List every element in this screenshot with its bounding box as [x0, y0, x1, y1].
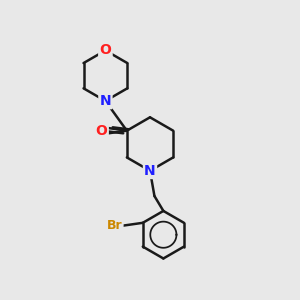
Text: N: N — [100, 94, 111, 108]
Text: N: N — [144, 164, 156, 178]
Text: Br: Br — [107, 219, 122, 232]
Text: O: O — [96, 124, 107, 138]
Text: O: O — [100, 44, 111, 57]
